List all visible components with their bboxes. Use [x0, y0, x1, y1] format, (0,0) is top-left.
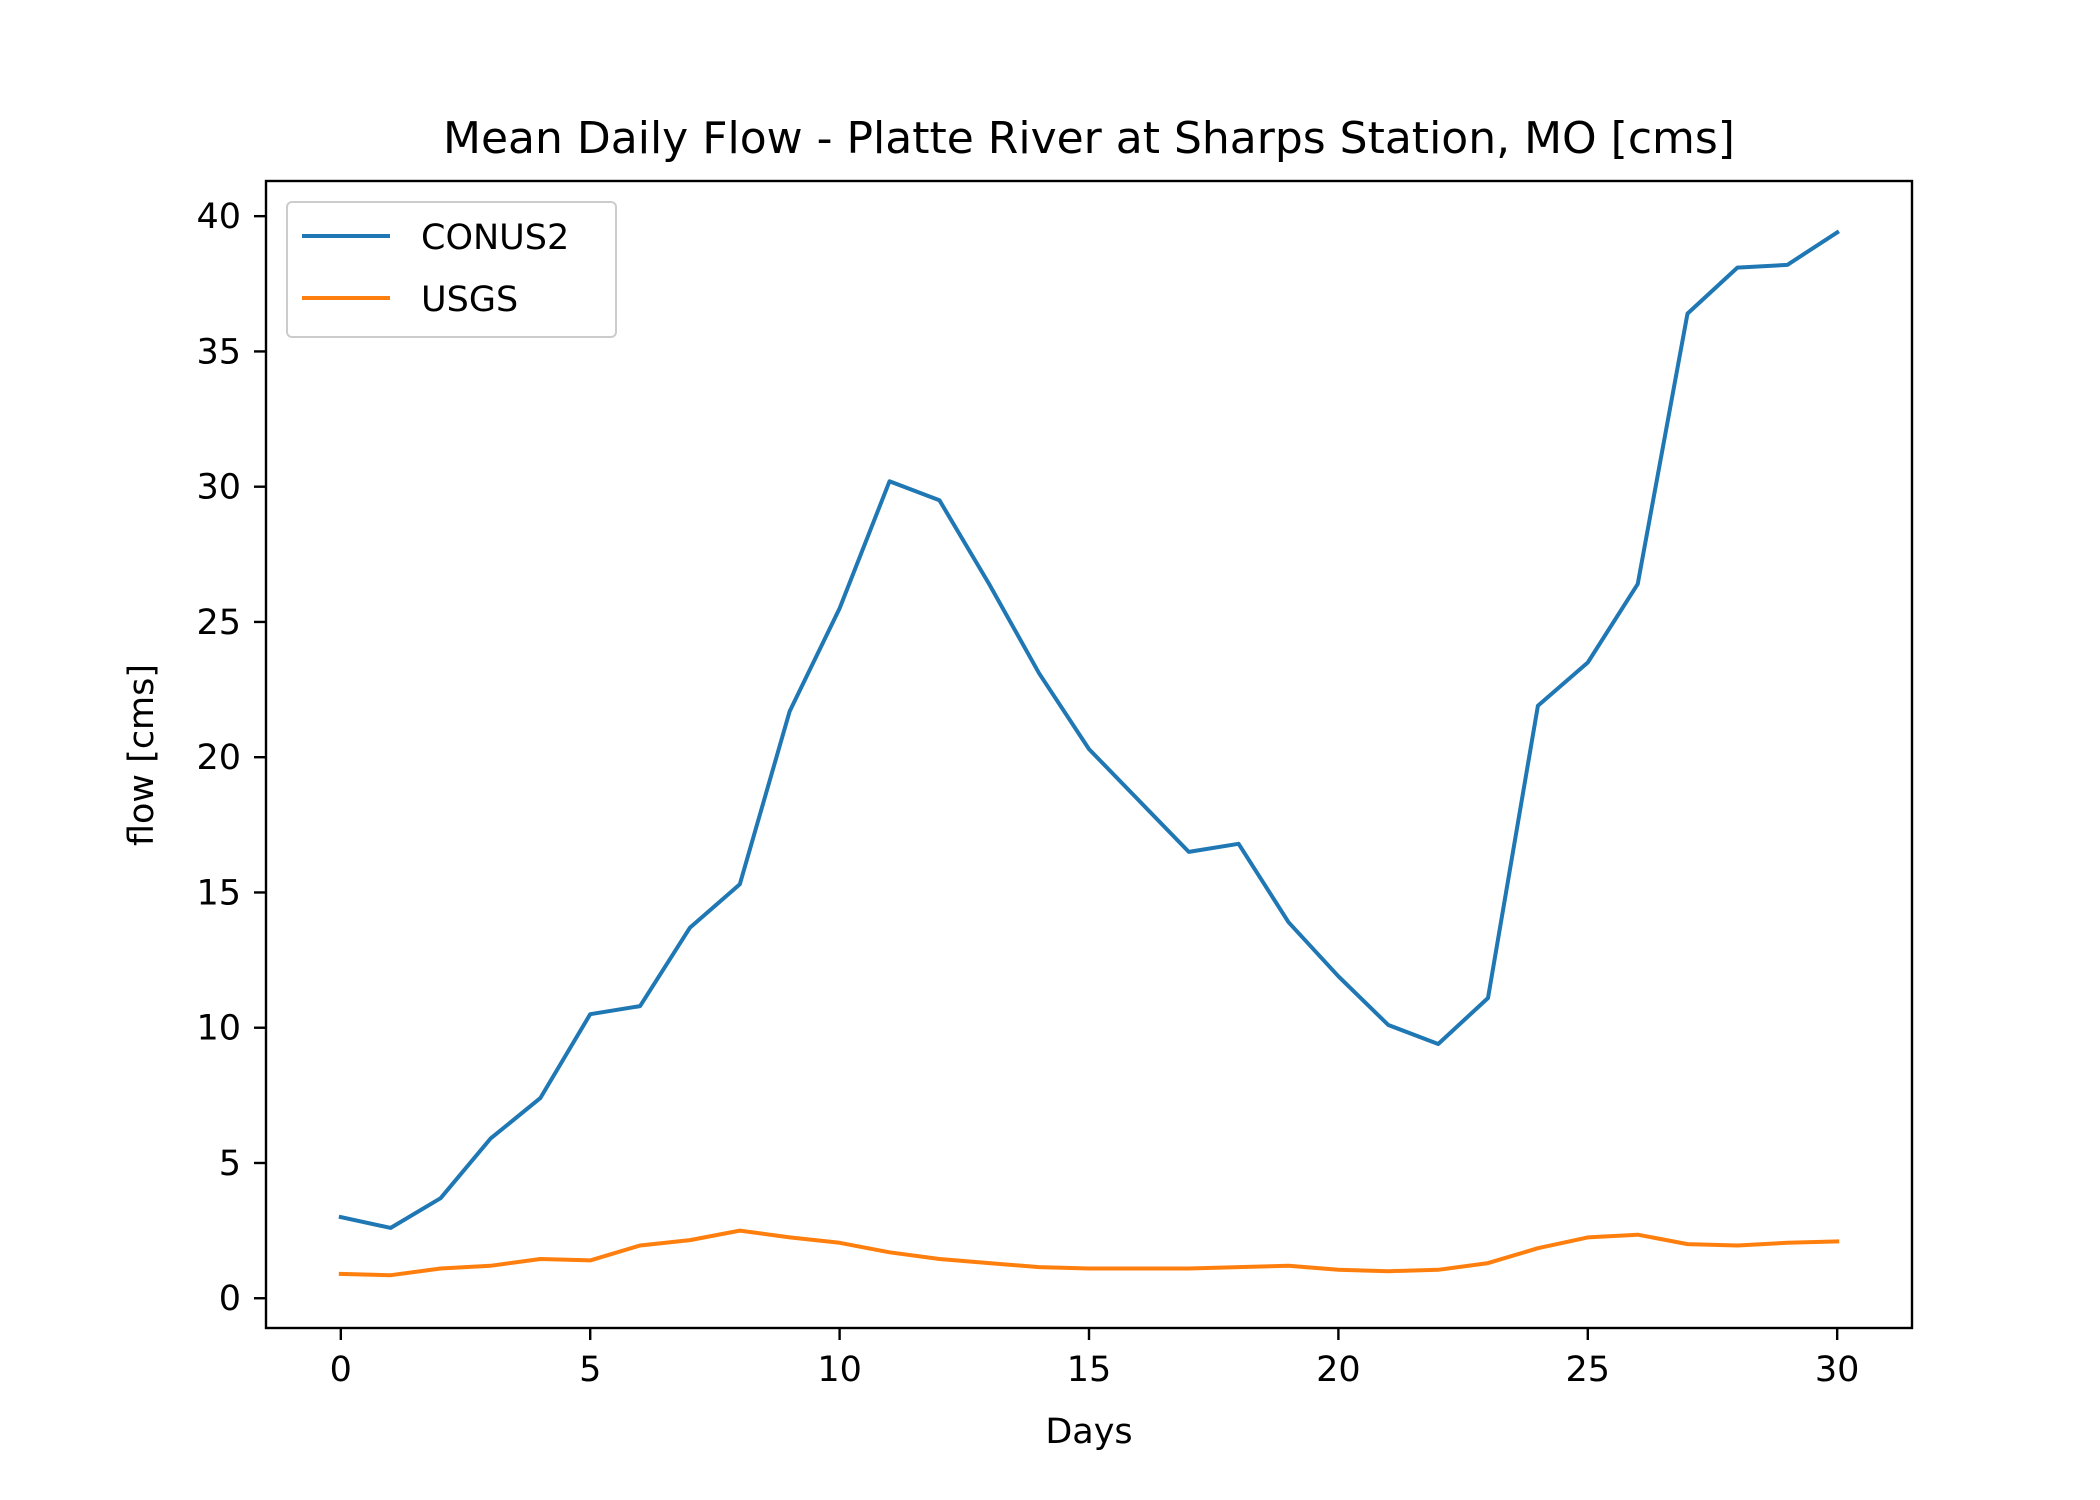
y-tick-label: 20 [196, 738, 241, 778]
y-tick-label: 5 [219, 1144, 241, 1184]
x-tick-label: 30 [1815, 1350, 1860, 1390]
chart-title: Mean Daily Flow - Platte River at Sharps… [443, 113, 1735, 164]
y-axis-ticks: 0 5 10 15 20 25 30 35 40 [196, 197, 266, 1319]
x-tick-label: 15 [1067, 1350, 1112, 1390]
series-line-conus2 [338, 229, 1840, 1230]
x-tick-label: 0 [330, 1350, 352, 1390]
y-tick-label: 25 [196, 603, 241, 643]
legend-label-conus2: CONUS2 [421, 218, 569, 258]
y-axis-label: flow [cms] [122, 664, 162, 846]
y-tick-label: 30 [196, 468, 241, 508]
series-line-usgs [338, 1228, 1840, 1278]
x-axis-label: Days [1045, 1412, 1132, 1452]
series-layer [338, 229, 1840, 1278]
y-tick-label: 40 [196, 197, 241, 237]
y-tick-label: 15 [196, 873, 241, 913]
plot-frame [264, 179, 1914, 1330]
x-tick-label: 25 [1566, 1350, 1611, 1390]
y-tick-label: 0 [219, 1279, 241, 1319]
y-tick-label: 10 [196, 1009, 241, 1049]
x-axis-ticks: 0 5 10 15 20 25 30 [330, 1328, 1860, 1390]
x-tick-label: 20 [1316, 1350, 1361, 1390]
legend: CONUS2 USGS [286, 201, 617, 338]
y-tick-label: 35 [196, 332, 241, 372]
legend-label-usgs: USGS [421, 280, 518, 320]
x-tick-label: 10 [817, 1350, 862, 1390]
x-tick-label: 5 [579, 1350, 601, 1390]
plot-area [264, 179, 1914, 1330]
